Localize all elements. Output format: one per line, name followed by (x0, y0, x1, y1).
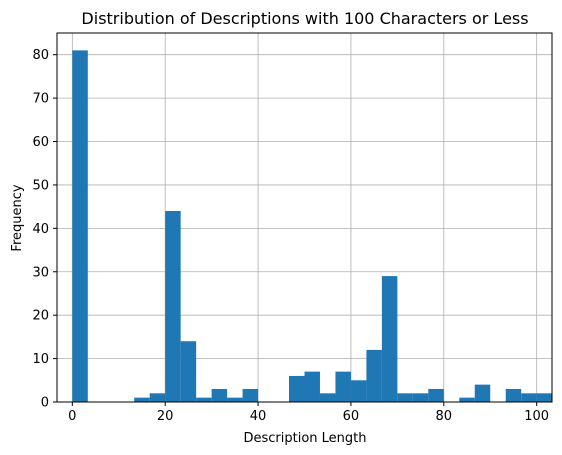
y-tick-label: 0 (41, 396, 49, 411)
histogram-bar (165, 210, 181, 402)
histogram-bar (335, 371, 351, 402)
histogram-bar (242, 388, 259, 402)
histogram-bar (521, 393, 537, 402)
x-tick-label: 0 (68, 409, 76, 424)
histogram-bar (289, 375, 305, 402)
histogram-bar (428, 388, 444, 402)
y-tick-label: 30 (32, 265, 49, 280)
histogram-bar (196, 397, 212, 402)
histogram-bar (474, 384, 491, 402)
y-tick-label: 80 (32, 48, 49, 63)
y-tick-label: 70 (32, 92, 49, 107)
y-axis-ticks: 0 10 20 30 40 50 60 70 80 (32, 48, 57, 411)
y-axis-label: Frequency (10, 184, 25, 251)
y-tick-label: 10 (32, 352, 49, 367)
histogram-bar (381, 276, 398, 402)
grid-lines (57, 33, 552, 403)
histogram-bar (536, 393, 553, 402)
x-tick-label: 20 (157, 409, 174, 424)
histogram-bar (366, 349, 382, 402)
histogram-bar (180, 341, 197, 402)
histogram-bar (227, 397, 243, 402)
x-axis-label: Description Length (243, 431, 366, 446)
histogram-bar (72, 50, 88, 402)
histogram-bar (149, 393, 166, 402)
histogram-bar (211, 388, 228, 402)
histogram-bar (350, 380, 367, 402)
y-tick-label: 40 (32, 222, 49, 237)
histogram-bar (459, 397, 475, 402)
y-tick-label: 50 (32, 178, 49, 193)
x-axis-ticks: 0 20 40 60 80 100 (68, 402, 549, 424)
plot-frame (56, 32, 553, 403)
x-tick-label: 60 (343, 409, 360, 424)
chart-title: Distribution of Descriptions with 100 Ch… (81, 9, 528, 28)
x-tick-label: 40 (250, 409, 267, 424)
x-tick-label: 80 (436, 409, 453, 424)
y-tick-label: 20 (32, 309, 49, 324)
histogram-bar (134, 397, 150, 402)
y-tick-label: 60 (32, 135, 49, 150)
histogram-bar (505, 388, 522, 402)
histogram-bar (319, 393, 336, 402)
histogram-bar (412, 393, 429, 402)
histogram-bar (304, 371, 320, 402)
x-tick-label: 100 (524, 409, 549, 424)
histogram-bars (72, 50, 553, 402)
histogram-bar (397, 393, 413, 402)
